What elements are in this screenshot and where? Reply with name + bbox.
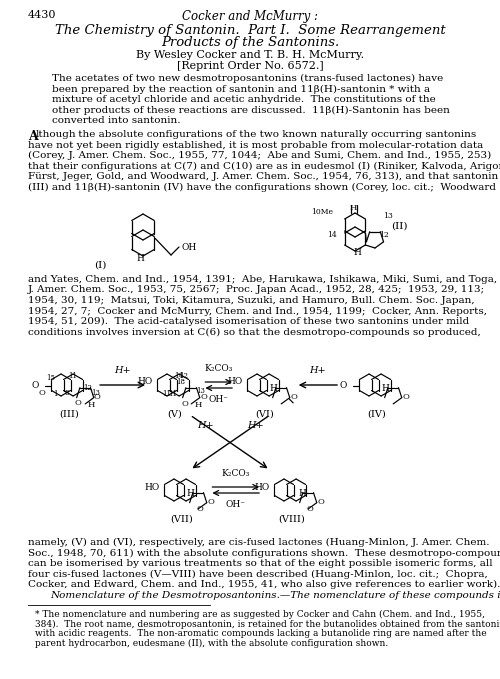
Text: Cocker, and Edward, Chem. and Ind., 1955, 41, who also give references to earlie: Cocker, and Edward, Chem. and Ind., 1955… (28, 580, 500, 589)
Text: O: O (290, 393, 297, 401)
Text: 11: 11 (162, 390, 172, 398)
Text: and Yates, Chem. and Ind., 1954, 1391;  Abe, Harukawa, Ishikawa, Miki, Sumi, and: and Yates, Chem. and Ind., 1954, 1391; A… (28, 275, 497, 284)
Text: 14: 14 (174, 372, 184, 380)
Text: 13: 13 (91, 389, 100, 397)
Text: H: H (186, 489, 194, 498)
Text: O: O (317, 498, 324, 506)
Text: been prepared by the reaction of santonin and 11β(H)-santonin * with a: been prepared by the reaction of santoni… (52, 84, 430, 94)
Text: 1954, 27, 7;  Cocker and McMurry, Chem. and Ind., 1954, 1199;  Cocker, Ann. Repo: 1954, 27, 7; Cocker and McMurry, Chem. a… (28, 306, 487, 316)
Text: (VI): (VI) (256, 410, 274, 419)
Text: O: O (93, 393, 100, 401)
Text: can be isomerised by various treatments so that of the eight possible isomeric f: can be isomerised by various treatments … (28, 559, 492, 568)
Text: (VIII): (VIII) (278, 515, 305, 524)
Text: J. Amer. Chem. Soc., 1953, 75, 2567;  Proc. Japan Acad., 1952, 28, 425;  1953, 2: J. Amer. Chem. Soc., 1953, 75, 2567; Pro… (28, 285, 485, 295)
Text: 1954, 30, 119;  Matsui, Toki, Kitamura, Suzuki, and Hamuro, Bull. Chem. Soc. Jap: 1954, 30, 119; Matsui, Toki, Kitamura, S… (28, 296, 474, 305)
Text: OH⁻: OH⁻ (226, 500, 246, 509)
Text: namely, (V) and (VI), respectively, are cis-fused lactones (Huang-Minlon, J. Ame: namely, (V) and (VI), respectively, are … (28, 538, 489, 547)
Text: mixture of acetyl chloride and acetic anhydride.  The constitutions of the: mixture of acetyl chloride and acetic an… (52, 95, 436, 104)
Text: O: O (340, 382, 347, 390)
Text: 13: 13 (196, 387, 205, 395)
Text: [Reprint Order No. 6572.]: [Reprint Order No. 6572.] (176, 61, 324, 71)
Text: Nomenclature of the Desmotroposantonins.—The nomenclature of these compounds is: Nomenclature of the Desmotroposantonins.… (50, 591, 500, 600)
Text: (I): (I) (94, 261, 106, 270)
Text: four cis-fused lactones (V—VIII) have been described (Huang-Minlon, loc. cit.;  : four cis-fused lactones (V—VIII) have be… (28, 570, 488, 579)
Text: the absolute configurations of the two known naturally occurring santonins: the absolute configurations of the two k… (75, 130, 476, 139)
Text: O: O (207, 498, 214, 506)
Text: H: H (382, 384, 390, 392)
Text: lthough: lthough (36, 130, 76, 139)
Text: Fürst, Jeger, Gold, and Woodward, J. Amer. Chem. Soc., 1954, 76, 313), and that : Fürst, Jeger, Gold, and Woodward, J. Ame… (28, 172, 498, 181)
Text: H+: H+ (114, 366, 131, 375)
Text: other products of these reactions are discussed.  11β(H)-Santonin has been: other products of these reactions are di… (52, 105, 450, 115)
Text: HO: HO (228, 378, 243, 386)
Text: * The nomenclature and numbering are as suggested by Cocker and Cahn (Chem. and : * The nomenclature and numbering are as … (35, 610, 485, 619)
Text: H: H (194, 401, 202, 409)
Text: H: H (136, 254, 144, 263)
Text: O: O (200, 393, 207, 401)
Text: 11: 11 (68, 372, 78, 380)
Text: (II): (II) (391, 221, 407, 230)
Text: O: O (306, 505, 313, 513)
Text: 18: 18 (176, 378, 185, 386)
Text: (III) and 11β(H)-santonin (IV) have the configurations shown (Corey, loc. cit.; : (III) and 11β(H)-santonin (IV) have the … (28, 183, 496, 191)
Text: that their configurations at C(7) and C(10) are as in eudesmol (I) (Riniker, Kal: that their configurations at C(7) and C(… (28, 162, 500, 170)
Text: (VII): (VII) (170, 515, 194, 524)
Text: 15: 15 (46, 374, 56, 382)
Text: 1: 1 (53, 390, 58, 398)
Text: H+: H+ (196, 420, 214, 430)
Text: converted into santonin.: converted into santonin. (52, 116, 180, 125)
Text: 8: 8 (64, 388, 69, 397)
Text: O: O (38, 389, 45, 397)
Text: 4430: 4430 (28, 10, 56, 20)
Text: 384).  The root name, desmotroposantonin, is retained for the butanolides obtain: 384). The root name, desmotroposantonin,… (35, 619, 500, 629)
Text: OH: OH (181, 242, 196, 251)
Text: HO: HO (145, 483, 160, 492)
Text: K₂CO₃: K₂CO₃ (222, 469, 250, 478)
Text: conditions involves inversion at C(6) so that the desmotropo-compounds so produc: conditions involves inversion at C(6) so… (28, 327, 481, 337)
Text: 14: 14 (327, 231, 337, 239)
Text: Products of the Santonins.: Products of the Santonins. (161, 36, 339, 49)
Text: 10Me: 10Me (311, 208, 333, 216)
Text: The Chemistry of Santonin.  Part I.  Some Rearrangement: The Chemistry of Santonin. Part I. Some … (54, 24, 446, 37)
Text: (Corey, J. Amer. Chem. Soc., 1955, 77, 1044;  Abe and Sumi, Chem. and Ind., 1955: (Corey, J. Amer. Chem. Soc., 1955, 77, 1… (28, 151, 491, 160)
Text: HO: HO (138, 378, 153, 386)
Text: 13: 13 (383, 212, 393, 220)
Text: 12: 12 (179, 372, 188, 380)
Text: (IV): (IV) (368, 410, 386, 419)
Text: parent hydrocarbon, eudesmane (II), with the absolute configuration shown.: parent hydrocarbon, eudesmane (II), with… (35, 638, 388, 648)
Text: 12: 12 (379, 231, 389, 239)
Text: The acetates of two new desmotroposantonins (trans-fused lactones) have: The acetates of two new desmotroposanton… (52, 74, 444, 83)
Text: H: H (270, 384, 278, 392)
Text: 12: 12 (83, 384, 92, 392)
Text: have not yet been rigidly established, it is most probable from molecular-rotati: have not yet been rigidly established, i… (28, 141, 483, 149)
Text: H: H (353, 248, 361, 257)
Text: A: A (28, 130, 38, 143)
Text: 11: 11 (168, 390, 177, 398)
Text: O: O (74, 399, 81, 407)
Text: H+: H+ (310, 366, 326, 375)
Text: Soc., 1948, 70, 611) with the absolute configurations shown.  These desmotropo-c: Soc., 1948, 70, 611) with the absolute c… (28, 549, 500, 557)
Text: O: O (196, 505, 203, 513)
Text: Cocker and McMurry :: Cocker and McMurry : (182, 10, 318, 23)
Text: K₂CO₃: K₂CO₃ (204, 364, 233, 373)
Text: H: H (350, 204, 356, 212)
Text: O: O (182, 400, 188, 408)
Text: OH⁻: OH⁻ (209, 395, 229, 404)
Text: O: O (402, 393, 409, 401)
Text: By Wesley Cocker and T. B. H. McMurry.: By Wesley Cocker and T. B. H. McMurry. (136, 50, 364, 60)
Text: (V): (V) (168, 410, 182, 419)
Text: O: O (32, 382, 39, 390)
Text: 1954, 51, 209).  The acid-catalysed isomerisation of these two santonins under m: 1954, 51, 209). The acid-catalysed isome… (28, 317, 469, 326)
Text: H+: H+ (246, 420, 264, 430)
Text: H: H (298, 489, 306, 498)
Text: with acidic reagents.  The non-aromatic compounds lacking a butanolide ring are : with acidic reagents. The non-aromatic c… (35, 629, 486, 638)
Text: H: H (87, 401, 94, 409)
Text: (III): (III) (59, 410, 79, 419)
Text: HO: HO (255, 483, 270, 492)
